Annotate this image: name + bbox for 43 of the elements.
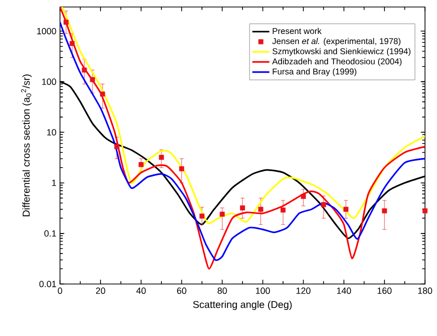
point	[82, 68, 87, 73]
x-tick-label: 180	[418, 288, 432, 294]
line-series	[61, 7, 425, 224]
legend-label: Adibzadeh and Theodosiou (2004)	[272, 58, 402, 66]
legend-label: Present work	[272, 28, 322, 34]
point	[70, 40, 75, 46]
x-tick-label: 100	[256, 288, 270, 294]
point	[138, 162, 144, 168]
x-tick-label: 0	[58, 288, 62, 294]
x-tick-label: 60	[177, 288, 186, 294]
y-tick-label: 100	[42, 78, 56, 85]
x-axis-title: Scattering angle (Deg)	[193, 300, 292, 310]
point	[220, 212, 225, 217]
legend-label: Jensen et al. (experimental, 1978)	[272, 38, 400, 46]
point	[321, 202, 326, 208]
y-tick-label: 0.01	[39, 280, 56, 288]
point	[300, 194, 306, 199]
point	[280, 208, 286, 213]
point	[90, 77, 95, 82]
x-tick-label: 140	[337, 288, 352, 294]
point	[422, 208, 428, 214]
x-tick-label: 80	[218, 288, 227, 294]
x-tick-label: 160	[378, 288, 392, 294]
point	[343, 206, 348, 212]
point	[258, 206, 264, 212]
point	[240, 205, 245, 210]
point	[199, 214, 204, 219]
y-tick-label: 10	[47, 129, 56, 136]
y-tick-label: 0.1	[44, 230, 56, 237]
y-tick-label: 1	[52, 180, 56, 186]
y-axis-title: Differential cross section (a$_{0}$$^{2}$/sr)	[21, 74, 32, 216]
point	[382, 208, 387, 214]
point	[179, 166, 184, 172]
point	[114, 144, 120, 150]
y-tick-label: 1000	[37, 28, 56, 34]
point	[100, 92, 106, 97]
x-tick-label: 40	[136, 288, 146, 294]
x-tick-label: 20	[96, 288, 106, 294]
point	[158, 154, 164, 160]
legend-label: Szmytkowski and Sienkiewicz (1994)	[272, 48, 410, 56]
legend-label: Fursa and Bray (1999)	[272, 68, 356, 76]
x-tick-label: 120	[296, 288, 310, 294]
point	[64, 20, 69, 25]
